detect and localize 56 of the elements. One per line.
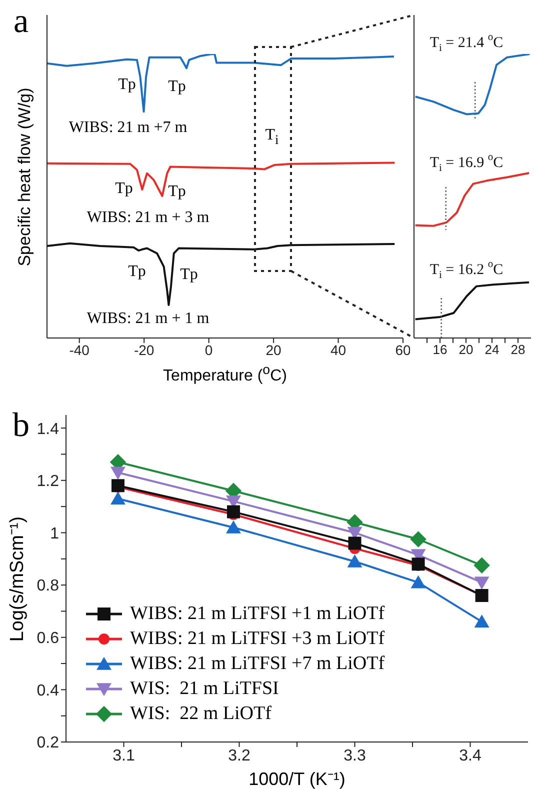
x-tick-label: -40 <box>69 342 90 358</box>
x-tick-label: 20 <box>458 342 474 358</box>
y-tick-label: 0.4 <box>36 682 60 700</box>
point <box>474 557 490 574</box>
point <box>474 576 490 590</box>
x-tick-label: 16 <box>432 342 448 358</box>
point <box>226 520 241 534</box>
y-tick-label: 1.4 <box>36 420 60 438</box>
y-tick-label: 1 <box>50 525 60 542</box>
x-tick-label: 0 <box>204 342 213 358</box>
point <box>474 614 490 628</box>
annotation: WIBS: 21 m + 1 m <box>86 310 210 327</box>
y-tick-label: 0.6 <box>36 630 60 648</box>
x-tick-label: 3.2 <box>228 747 250 764</box>
annotation: WIBS: 21 m + 3 m <box>86 209 210 226</box>
x-tick-label: 3.1 <box>112 747 135 764</box>
legend-label: WIS: 22 m LiOTf <box>130 702 272 726</box>
point <box>347 554 362 568</box>
point <box>348 536 362 550</box>
x-tick-label: 60 <box>395 342 411 358</box>
point <box>226 505 240 518</box>
x-tick-label: 20 <box>266 342 282 358</box>
legend-label: WIBS: 21 m LiTFSI +3 m LiOTf <box>130 627 385 651</box>
y-tick-label: 0.8 <box>36 578 60 595</box>
annotation: Tp <box>180 266 198 283</box>
y-tick-label: 1.2 <box>36 473 60 490</box>
point <box>410 575 426 588</box>
point <box>110 492 126 505</box>
ref-line-label: T$_{i}$ = 21.4 $^{o}$C <box>430 32 504 54</box>
y-axis-title: Specific heat flow (W/g) <box>15 87 35 266</box>
legend-label: WIBS: 21 m LiTFSI +7 m LiOTf <box>130 652 385 676</box>
legend-label: WIS: 21 m LiTFSI <box>130 677 279 701</box>
x-tick-label: 40 <box>330 342 346 358</box>
legend-label: WIBS: 21 m LiTFSI +1 m LiOTf <box>130 602 385 626</box>
point <box>410 531 426 548</box>
annotation: Tp <box>115 180 133 197</box>
annotation: T$_{i}$ <box>265 126 279 147</box>
x-axis-title: Temperature ($^{o}$C) <box>162 362 288 386</box>
annotation: WIBS: 21 m +7 m <box>68 119 188 136</box>
x-axis-title: 1000/T (K⁻¹) <box>248 768 346 789</box>
x-tick-label: 3.3 <box>344 747 366 764</box>
annotation: Tp <box>118 76 136 93</box>
text: b <box>12 407 30 444</box>
ref-line-label: T$_{i}$ = 16.2 $^{o}$C <box>430 259 504 281</box>
point <box>110 466 126 480</box>
ref-line-label: T$_{i}$ = 16.9 $^{o}$C <box>430 152 504 174</box>
text: a <box>13 3 29 40</box>
x-tick-label: 3.4 <box>459 747 482 764</box>
annotation: Tp <box>168 183 186 200</box>
annotation: Tp <box>168 78 186 95</box>
annotation: Tp <box>128 263 146 280</box>
x-tick-label: 24 <box>484 342 500 358</box>
y-axis-title: Log(s/mScm⁻¹) <box>6 516 29 642</box>
x-tick-label: -20 <box>134 342 154 358</box>
y-tick-label: 0.2 <box>36 734 60 752</box>
x-tick-label: 28 <box>510 342 526 358</box>
